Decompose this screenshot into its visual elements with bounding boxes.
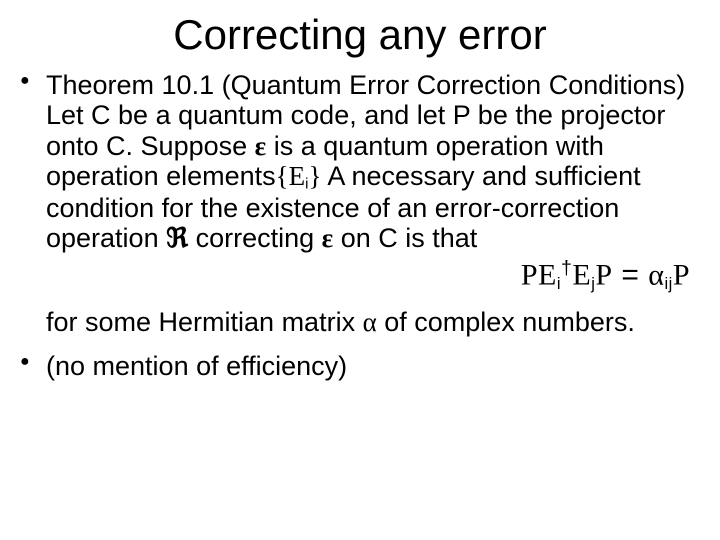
slide-body: Theorem 10.1 (Quantum Error Correction C… xyxy=(20,70,700,381)
script-R-icon: ℜ xyxy=(166,223,188,253)
bullet-theorem: Theorem 10.1 (Quantum Error Correction C… xyxy=(20,70,700,293)
hermitian-text-2: of complex numbers. xyxy=(377,307,635,337)
bullet-list-2: (no mention of efficiency) xyxy=(20,351,700,381)
eq-E2: E xyxy=(572,258,591,291)
bullet-efficiency: (no mention of efficiency) xyxy=(20,351,700,381)
eq-E1: E xyxy=(538,258,557,291)
operation-element-E: E xyxy=(289,161,306,191)
slide: Correcting any error Theorem 10.1 (Quant… xyxy=(0,0,720,540)
eq-equals: = xyxy=(613,258,649,291)
hermitian-text-1: for some Hermitian matrix xyxy=(46,307,363,337)
alpha-icon: α xyxy=(363,307,377,337)
bullet-list: Theorem 10.1 (Quantum Error Correction C… xyxy=(20,70,700,293)
brace-open: { xyxy=(276,161,289,191)
epsilon2-icon: ε xyxy=(322,223,334,253)
eq-alpha: α xyxy=(648,258,664,291)
equation-line: PEi†EjP = αijP xyxy=(46,258,700,293)
dagger-icon: † xyxy=(561,257,572,279)
theorem-text-4: correcting xyxy=(188,223,322,253)
theorem-text-5: on C is that xyxy=(333,223,477,253)
epsilon-icon: ε xyxy=(255,131,267,161)
efficiency-text: (no mention of efficiency) xyxy=(46,351,347,381)
bullet-hermitian: for some Hermitian matrix α of complex n… xyxy=(20,307,700,337)
slide-title: Correcting any error xyxy=(20,12,700,58)
brace-close: } xyxy=(308,161,321,191)
eq-P3: P xyxy=(673,258,690,291)
eq-P2: P xyxy=(595,258,612,291)
eq-alpha-sub: ij xyxy=(664,275,672,293)
eq-P1: P xyxy=(521,258,538,291)
